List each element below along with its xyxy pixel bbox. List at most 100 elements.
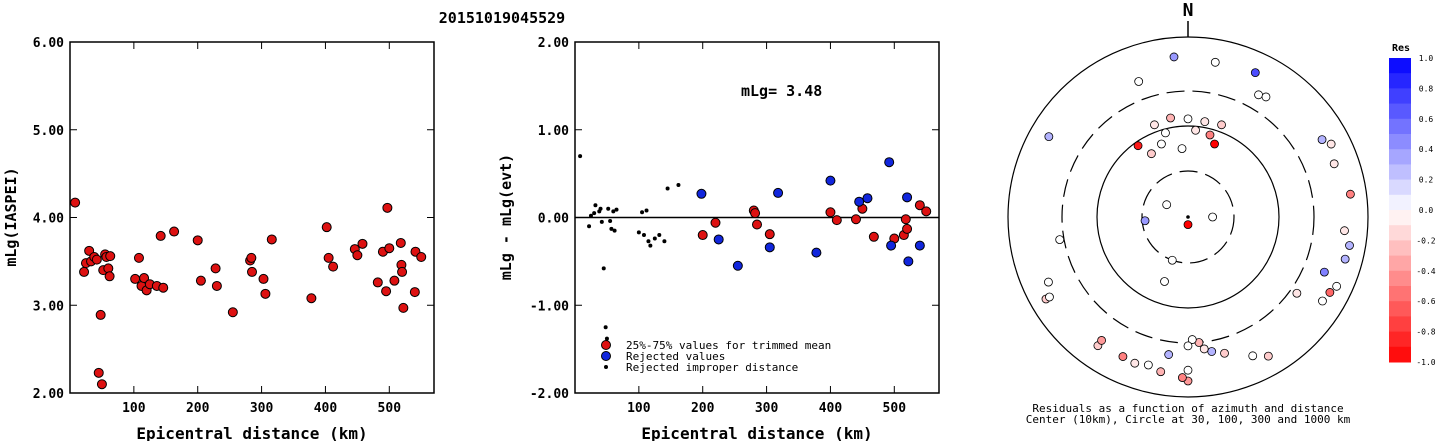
colorbar-swatch	[1389, 286, 1411, 302]
data-point-rejected	[862, 193, 873, 204]
station-residual-point	[1167, 255, 1177, 265]
data-point-trimmed	[130, 273, 141, 284]
p1-y-tick-label: 4.00	[33, 212, 64, 227]
p1-y-tick-label: 5.00	[33, 124, 64, 139]
p1-x-tick-label: 400	[314, 401, 338, 416]
data-point-rejected-distance	[611, 209, 616, 214]
station-residual-point	[1055, 235, 1065, 245]
data-point-trimmed	[397, 266, 408, 277]
colorbar-swatch	[1389, 240, 1411, 257]
plot1-frame	[69, 41, 435, 394]
data-point-trimmed	[389, 275, 400, 286]
p1-y-tick-label: 2.00	[33, 387, 64, 402]
data-point-trimmed	[831, 215, 842, 226]
plot1-x-tick-labels: 100 200 300 400 500	[122, 42, 401, 416]
data-point-trimmed	[409, 287, 420, 298]
data-point-rejected	[914, 240, 925, 251]
figure-title: 20151019045529	[439, 9, 565, 27]
data-point-trimmed	[825, 207, 836, 218]
data-point-rejected-distance	[646, 239, 651, 244]
p2-x-tick-label: 400	[819, 401, 843, 416]
station-residual-point	[1210, 139, 1219, 149]
data-point-trimmed	[868, 231, 879, 242]
station-residual-point	[1044, 277, 1053, 287]
station-residual-point	[1130, 358, 1140, 368]
station-residual-point	[1140, 216, 1150, 226]
colorbar-swatch	[1389, 301, 1411, 317]
plot1-y-axis-label: mLg(IASPEI)	[2, 167, 20, 266]
polar-caption-line2: Center (10km), Circle at 30, 100, 300 an…	[1026, 413, 1351, 426]
station-residual-point	[1317, 135, 1327, 145]
station-residual-point	[1332, 281, 1342, 291]
station-residual-point	[1162, 200, 1172, 210]
station-residual-point	[1177, 144, 1187, 154]
colorbar-swatch	[1389, 194, 1411, 211]
colorbar-tick-label: 1.0	[1419, 54, 1434, 63]
azimuth-residual-plot: N Residuals as a function of azimuth and…	[1007, 0, 1369, 426]
colorbar-swatch	[1389, 88, 1411, 105]
data-point-rejected-distance	[648, 243, 653, 248]
data-point-rejected-distance	[603, 325, 608, 330]
data-point-trimmed	[139, 273, 150, 284]
station-residual-point	[1166, 113, 1175, 123]
data-point-trimmed	[95, 309, 106, 320]
data-point-rejected	[732, 260, 743, 271]
station-residual-point	[1200, 117, 1210, 127]
data-point-rejected	[713, 234, 724, 245]
p2-x-tick-label: 100	[627, 401, 651, 416]
plot2-x-axis-label: Epicentral distance (km)	[641, 424, 872, 441]
legend-label-trimmed: 25%-75% values for trimmed mean	[626, 339, 831, 352]
data-point-trimmed	[211, 280, 222, 291]
colorbar-title: Res	[1392, 43, 1410, 54]
data-point-trimmed	[105, 251, 116, 262]
station-residual-point	[1161, 128, 1170, 138]
station-residual-point	[1164, 350, 1174, 359]
station-residual-point	[1329, 159, 1339, 169]
colorbar-swatch	[1389, 255, 1411, 272]
data-point-rejected-distance	[609, 226, 614, 231]
data-point-trimmed	[155, 230, 166, 241]
station-residual-point	[1318, 296, 1327, 306]
magnitude-annotation: mLg= 3.48	[741, 82, 822, 100]
station-residual-point	[1150, 120, 1159, 130]
p1-y-tick-label: 6.00	[33, 36, 64, 51]
station-residual-point	[1183, 220, 1193, 230]
p1-x-tick-label: 100	[122, 401, 146, 416]
station-residual-point	[1183, 341, 1193, 351]
colorbar-tick-label: -0.4	[1416, 267, 1435, 276]
data-point-rejected-distance	[587, 224, 592, 229]
data-point-trimmed	[752, 219, 762, 230]
ring-30km	[1141, 170, 1235, 264]
station-residual-point	[1210, 57, 1220, 67]
colorbar-tick-label: -1.0	[1416, 358, 1435, 367]
station-residual-point	[1147, 149, 1156, 159]
p1-x-tick-label: 300	[250, 401, 274, 416]
station-residual-point	[1340, 254, 1350, 264]
data-point-trimmed	[382, 202, 393, 213]
station-residual-point	[1045, 292, 1054, 302]
residual-colorbar: Res 1.0 0.8 0.6 0.4 0.2 0.0 -0.2 -0.4 -0.6 -0.8 -1…	[1389, 43, 1436, 367]
data-point-trimmed	[750, 208, 761, 219]
data-point-trimmed	[91, 254, 102, 265]
colorbar-swatch	[1389, 346, 1411, 363]
plot1-x-axis-label: Epicentral distance (km)	[136, 424, 367, 441]
polar-caption-line1: Residuals as a function of azimuth and d…	[1032, 402, 1343, 415]
station-residual-point	[1248, 351, 1258, 361]
station-residual-point	[1345, 241, 1354, 250]
station-residual-point	[1207, 347, 1217, 356]
station-residual-point	[1133, 141, 1143, 151]
p2-y-tick-label: -1.00	[530, 299, 569, 314]
station-residual-point	[1177, 373, 1187, 382]
legend-blue-marker	[601, 351, 611, 361]
data-point-trimmed	[79, 266, 90, 277]
data-point-rejected	[696, 188, 707, 199]
plot2-y-axis-label: mLg - mLg(evt)	[497, 154, 515, 280]
data-point-trimmed	[398, 302, 409, 313]
data-point-trimmed	[192, 235, 203, 246]
data-point-trimmed	[266, 234, 277, 245]
plot2-y-tick-labels: -2.00 -1.00 0.00 1.00 2.00	[530, 36, 939, 402]
data-point-trimmed	[328, 261, 339, 272]
data-point-rejected-distance	[588, 213, 593, 218]
ring-1000km	[1007, 36, 1369, 398]
data-point-rejected-distance	[652, 236, 657, 241]
